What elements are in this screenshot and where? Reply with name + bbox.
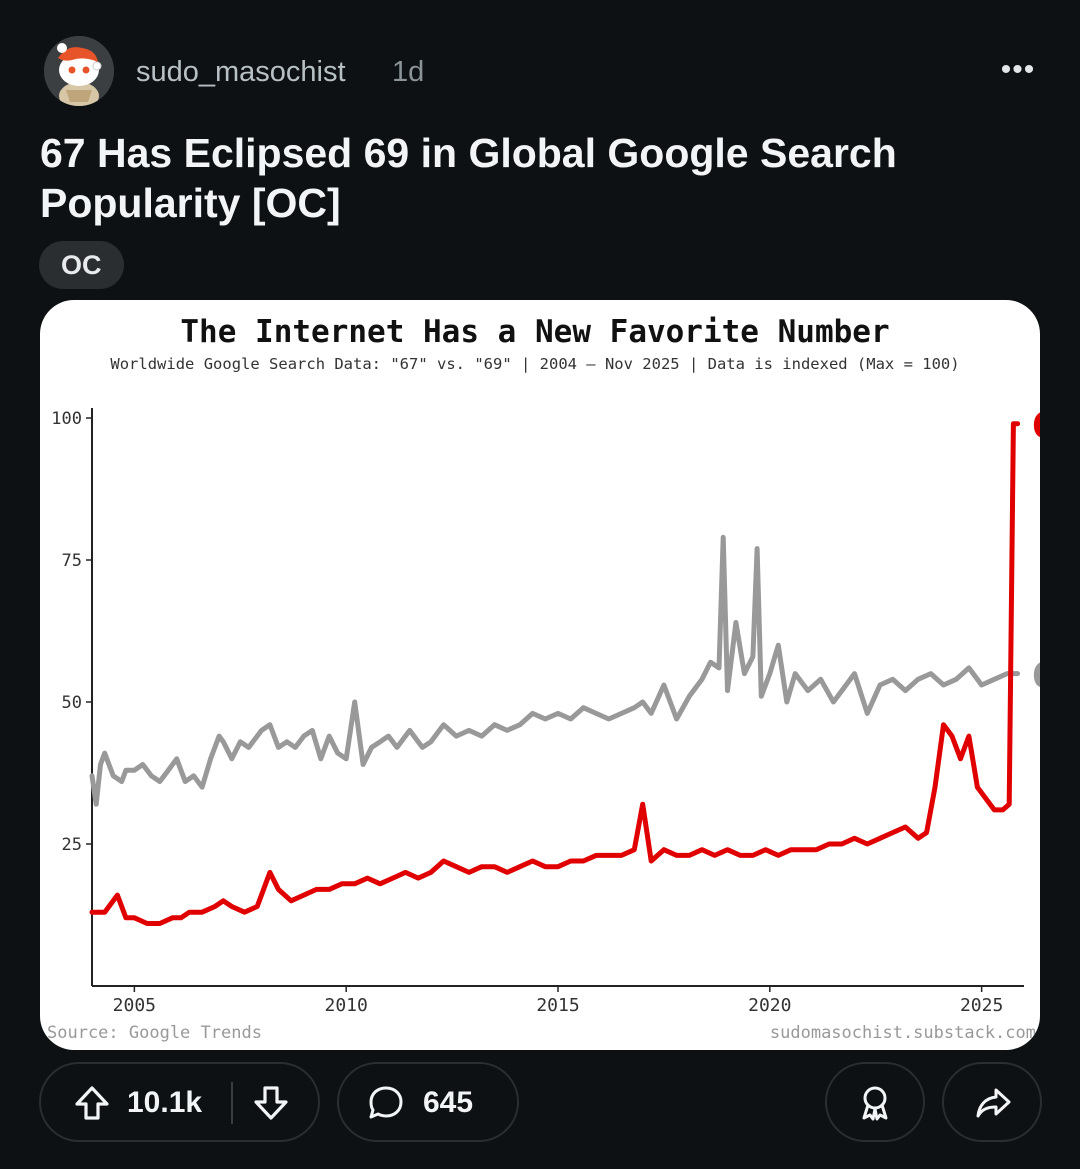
award-icon bbox=[862, 1086, 888, 1121]
avatar[interactable] bbox=[44, 36, 114, 106]
series-line-69 bbox=[89, 534, 1021, 807]
comment-count: 645 bbox=[423, 1086, 474, 1119]
chart-image[interactable]: The Internet Has a New Favorite Number W… bbox=[40, 300, 1040, 1050]
chart-end-labels: 69 67 bbox=[1032, 406, 1040, 697]
x-tick-label: 2015 bbox=[536, 995, 579, 1016]
share-button[interactable] bbox=[942, 1062, 1042, 1142]
y-tick-label: 100 bbox=[51, 409, 82, 429]
post-header: sudo_masochist 1d ••• bbox=[40, 34, 1040, 110]
share-icon bbox=[976, 1088, 1011, 1118]
x-tick-label: 2005 bbox=[113, 995, 156, 1016]
award-button[interactable] bbox=[825, 1062, 925, 1142]
flair-badge[interactable]: OC bbox=[39, 241, 124, 289]
vote-separator bbox=[231, 1082, 233, 1124]
y-tick-label: 50 bbox=[62, 693, 82, 713]
upvote-icon[interactable] bbox=[73, 1084, 111, 1122]
avatar-icon bbox=[44, 36, 114, 106]
series-line-67 bbox=[89, 421, 1021, 926]
post-title[interactable]: 67 Has Eclipsed 69 in Global Google Sear… bbox=[40, 130, 897, 226]
chart-axes: 25 50 75 100 2005 2010 2015 2020 2025 bbox=[51, 408, 1024, 1016]
chart-subtitle: Worldwide Google Search Data: "67" vs. "… bbox=[110, 355, 959, 373]
vote-bar: 10.1k bbox=[39, 1062, 320, 1142]
x-tick-label: 2025 bbox=[960, 995, 1003, 1016]
chart-source: Source: Google Trends bbox=[47, 1023, 262, 1043]
chart-credit: sudomasochist.substack.com bbox=[770, 1023, 1036, 1043]
x-tick-label: 2020 bbox=[748, 995, 791, 1016]
comment-icon bbox=[369, 1086, 403, 1119]
line-chart: The Internet Has a New Favorite Number W… bbox=[47, 314, 1040, 1043]
upvote-count: 10.1k bbox=[127, 1086, 203, 1119]
x-tick-label: 2010 bbox=[325, 995, 368, 1016]
chart-title: The Internet Has a New Favorite Number bbox=[180, 314, 889, 350]
downvote-icon[interactable] bbox=[252, 1084, 290, 1122]
chart-lines bbox=[89, 421, 1021, 926]
y-tick-label: 75 bbox=[62, 551, 82, 571]
more-options-button[interactable]: ••• bbox=[1000, 53, 1036, 86]
y-tick-label: 25 bbox=[62, 835, 82, 855]
series-label-67: 67 bbox=[1032, 406, 1040, 447]
series-label-69: 69 bbox=[1032, 656, 1040, 697]
comments-button[interactable]: 645 bbox=[337, 1062, 519, 1142]
username[interactable]: sudo_masochist bbox=[136, 56, 346, 88]
post-age: 1d bbox=[392, 56, 425, 88]
